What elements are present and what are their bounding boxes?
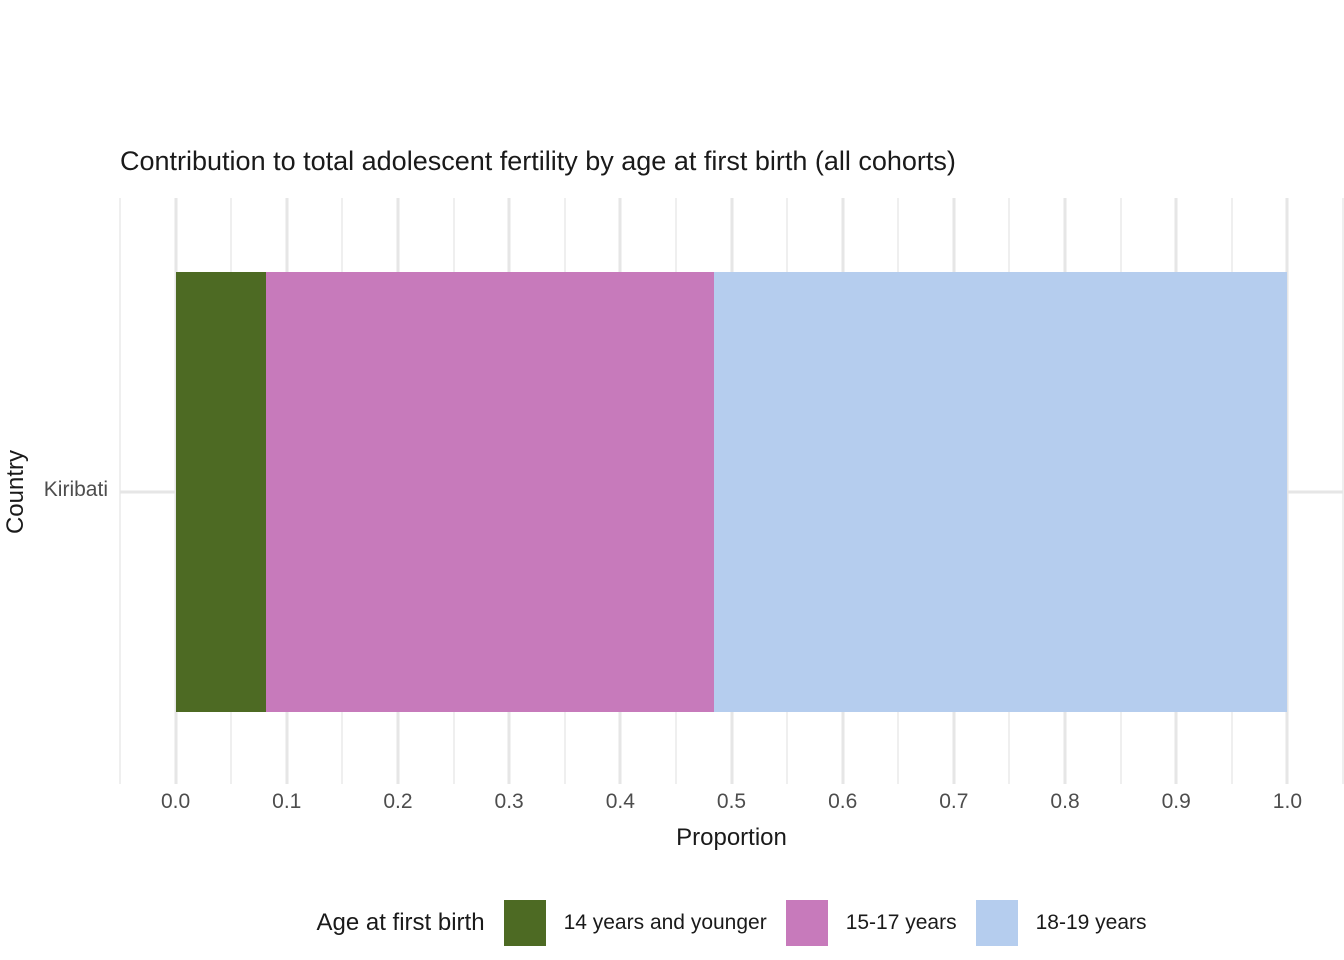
legend-item: 15-17 years [785, 900, 957, 946]
bar-kiribati [175, 272, 1288, 712]
legend-item: 14 years and younger [503, 900, 767, 946]
x-axis-title: Proportion [676, 824, 787, 851]
chart-title: Contribution to total adolescent fertili… [120, 146, 956, 176]
legend: Age at first birth 14 years and younger 1… [120, 896, 1343, 950]
x-tick-label: 0.9 [1161, 790, 1191, 813]
legend-swatch [975, 900, 1018, 946]
y-axis-tick-label-kiribati: Kiribati [43, 478, 108, 501]
x-tick-label: 0.0 [160, 790, 191, 813]
y-axis-title: Country [2, 449, 29, 535]
bar-segment-15-17-years [265, 272, 714, 712]
legend-label: 15-17 years [845, 911, 957, 934]
x-tick-label: 0.7 [939, 790, 969, 813]
bar-segment-18-19-years [713, 272, 1288, 712]
x-tick-label: 0.1 [272, 790, 302, 813]
x-tick-label: 0.3 [494, 790, 524, 813]
bar-segment-14-years-and-younger [175, 272, 266, 712]
x-tick-label: 0.5 [716, 790, 747, 813]
x-tick-label: 0.6 [828, 790, 858, 813]
plot-panel [119, 198, 1344, 784]
x-tick-label: 1.0 [1272, 790, 1303, 813]
legend-label: 14 years and younger [563, 911, 767, 934]
x-tick-label: 0.2 [383, 790, 413, 813]
legend-title: Age at first birth [316, 909, 485, 936]
x-tick-label: 0.8 [1050, 790, 1080, 813]
legend-item: 18-19 years [975, 900, 1147, 946]
x-axis-tick-labels: 0.0 0.1 0.2 0.3 0.4 0.5 0.6 0.7 0.8 0.9 1.0 [120, 790, 1343, 818]
legend-swatch [785, 900, 828, 946]
legend-label: 18-19 years [1035, 911, 1147, 934]
legend-swatch [503, 900, 546, 946]
x-tick-label: 0.4 [605, 790, 635, 813]
gridline-minor [1342, 198, 1344, 784]
